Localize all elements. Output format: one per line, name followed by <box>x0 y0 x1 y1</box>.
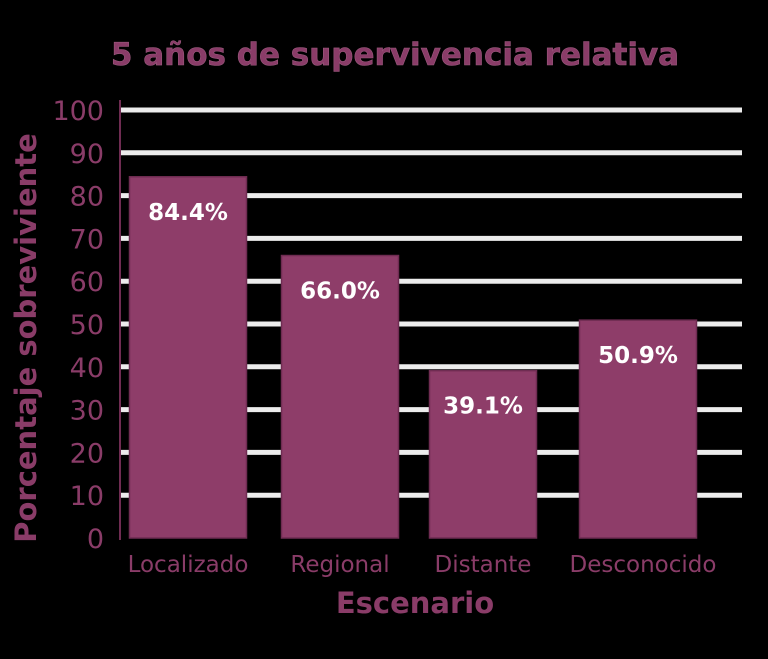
bar-desconocido <box>578 319 698 539</box>
y-tick-label-30: 30 <box>70 396 104 427</box>
y-tick-label-100: 100 <box>52 96 104 127</box>
y-tick-label-0: 0 <box>87 524 104 555</box>
y-tick-label-70: 70 <box>70 224 104 255</box>
x-tick-label-regional: Regional <box>290 552 389 578</box>
y-tick-label-80: 80 <box>70 182 104 213</box>
y-axis-title: Porcentaje sobreviviente <box>9 133 43 543</box>
data-label-localizado: 84.4% <box>148 200 228 226</box>
x-axis-tick-labels: Localizado Regional Distante Desconocido <box>128 552 717 578</box>
y-tick-label-60: 60 <box>70 267 104 298</box>
data-label-distante: 39.1% <box>443 394 523 420</box>
chart-title: 5 años de supervivencia relativa <box>111 37 679 73</box>
bar-localizado <box>128 176 248 539</box>
y-tick-label-10: 10 <box>70 481 104 512</box>
x-axis-title: Escenario <box>336 586 494 620</box>
x-tick-label-localizado: Localizado <box>128 552 249 578</box>
y-tick-label-50: 50 <box>70 310 104 341</box>
y-tick-label-20: 20 <box>70 438 104 469</box>
y-axis-tick-labels: 0 10 20 30 40 50 60 70 80 90 100 <box>52 96 104 555</box>
data-label-desconocido: 50.9% <box>598 343 678 369</box>
y-tick-label-40: 40 <box>70 353 104 384</box>
y-tick-label-90: 90 <box>70 139 104 170</box>
bar-regional <box>280 254 400 539</box>
bar-distante <box>428 369 538 539</box>
x-tick-label-distante: Distante <box>435 552 532 578</box>
data-label-regional: 66.0% <box>300 279 380 305</box>
x-tick-label-desconocido: Desconocido <box>570 552 717 578</box>
bars: 84.4% 66.0% 39.1% 50.9% <box>128 176 698 539</box>
